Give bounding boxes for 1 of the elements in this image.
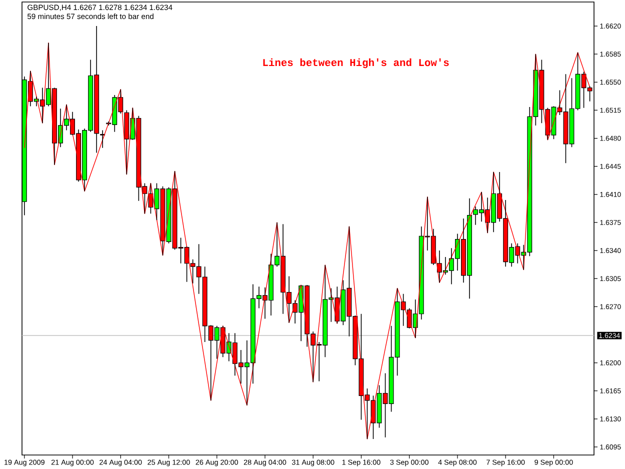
annotation: Lines between High's and Low's (263, 58, 449, 68)
